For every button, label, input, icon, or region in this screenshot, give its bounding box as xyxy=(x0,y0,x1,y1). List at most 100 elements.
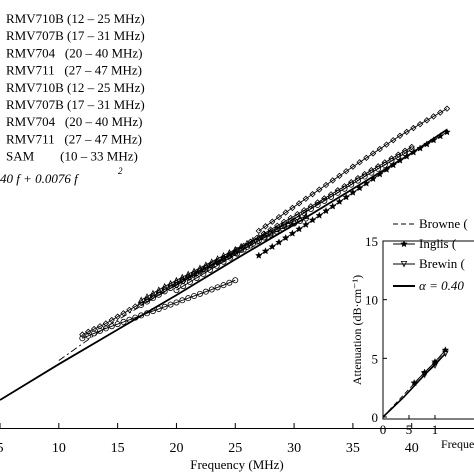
main-series-marker-3 xyxy=(363,154,370,162)
main-series-marker-5 xyxy=(149,295,156,302)
main-series-marker-2 xyxy=(227,250,234,258)
main-series-marker-7 xyxy=(349,188,357,196)
main-series-marker-6 xyxy=(334,189,341,196)
inset-y-tick-label: 15 xyxy=(365,234,378,249)
main-series-marker-4 xyxy=(232,277,239,284)
main-series-marker-5 xyxy=(161,288,168,295)
main-series-marker-2 xyxy=(274,222,281,229)
main-series-marker-3 xyxy=(255,227,262,235)
main-series-marker-7 xyxy=(275,238,283,246)
main-series-marker-6 xyxy=(361,173,368,180)
main-series-line-9 xyxy=(0,128,448,401)
main-series-marker-4 xyxy=(102,325,109,332)
main-series-marker-6 xyxy=(193,274,200,281)
inset-x-tick-label: 5 xyxy=(406,422,413,437)
main-series-marker-0 xyxy=(108,316,115,324)
main-series-marker-6 xyxy=(381,161,388,168)
main-series-marker-5 xyxy=(144,298,151,305)
main-series-marker-4 xyxy=(138,312,145,319)
main-series-marker-3 xyxy=(309,191,316,198)
main-series-marker-7 xyxy=(302,220,310,228)
main-series-marker-4 xyxy=(226,279,233,286)
main-series-marker-3 xyxy=(383,141,390,148)
inset-series-line-3 xyxy=(382,353,446,418)
main-series-marker-3 xyxy=(376,145,383,153)
main-series-marker-5 xyxy=(155,291,162,298)
main-series-marker-3 xyxy=(302,195,310,202)
main-series-marker-4 xyxy=(196,290,203,297)
main-series-marker-3 xyxy=(336,172,343,180)
main-series-marker-6 xyxy=(375,165,382,172)
main-series-marker-4 xyxy=(79,335,86,342)
main-series-marker-1 xyxy=(196,264,204,271)
main-series-marker-3 xyxy=(349,163,357,170)
main-series-marker-3 xyxy=(322,181,330,189)
main-x-tick-label: 5 xyxy=(0,441,4,456)
main-series-marker-3 xyxy=(390,137,397,144)
main-series-marker-6 xyxy=(307,205,314,212)
main-series-marker-6 xyxy=(321,197,328,204)
main-series-marker-4 xyxy=(96,327,103,334)
main-series-marker-4 xyxy=(208,286,215,293)
main-series-marker-7 xyxy=(268,242,276,250)
main-series-marker-6 xyxy=(354,177,361,184)
main-series-line-8 xyxy=(58,195,330,361)
main-series-marker-4 xyxy=(161,303,168,310)
equation-label: 40 f + 0.0076 f xyxy=(0,171,80,186)
main-series-marker-6 xyxy=(254,238,261,245)
inset-legend-marker xyxy=(400,240,408,248)
main-series-marker-4 xyxy=(214,284,221,291)
legend-entry: RMV710B (12 – 25 MHz) xyxy=(6,11,145,26)
main-series-marker-7 xyxy=(342,193,350,201)
main-series-marker-3 xyxy=(437,109,444,116)
inset-y-tick-label: 10 xyxy=(365,293,378,308)
main-series-marker-0 xyxy=(120,310,127,317)
main-x-tick-label: 35 xyxy=(346,441,360,456)
main-series-marker-3 xyxy=(410,124,417,132)
inset-legend-label: Inglis ( xyxy=(419,236,456,251)
main-series-marker-6 xyxy=(173,287,180,294)
inset-series-line-1 xyxy=(413,349,446,384)
legend-entry: RMV711 (27 – 47 MHz) xyxy=(6,131,142,146)
main-series-marker-3 xyxy=(289,204,296,212)
main-series-marker-4 xyxy=(120,318,127,325)
inset-series-marker-2 xyxy=(442,350,449,358)
inset-y-axis-label: Attenuation (dB·cm⁻¹) xyxy=(350,275,364,385)
main-series-marker-0 xyxy=(96,323,104,330)
main-series-marker-7 xyxy=(315,211,324,219)
main-series-marker-3 xyxy=(262,223,269,230)
inset-ticks: 0 5 10 15 0 5 1 xyxy=(365,234,438,437)
legend-entry: RMV704 (20 – 40 MHz) xyxy=(6,114,143,129)
main-series-marker-6 xyxy=(227,254,234,261)
main-x-axis-label: Frequency (MHz) xyxy=(190,457,284,472)
main-series-marker-5 xyxy=(138,301,145,308)
main-series-marker-0 xyxy=(167,282,174,290)
inset-x-tick-label: 1 xyxy=(432,422,439,437)
inset-legend: Browne ( Inglis ( Brewin ( α = 0.40 xyxy=(393,216,468,293)
main-series-marker-7 xyxy=(261,247,270,255)
main-x-tick-label: 15 xyxy=(111,441,125,456)
inset-legend-label: Browne ( xyxy=(419,216,468,231)
inset-y-tick-label: 0 xyxy=(372,410,379,425)
main-series-marker-3 xyxy=(423,117,431,124)
main-series-marker-3 xyxy=(282,209,289,216)
main-series-marker-4 xyxy=(202,288,209,295)
legend-entry: RMV710B (12 – 25 MHz) xyxy=(6,80,145,95)
main-series-group xyxy=(0,105,451,401)
main-series-marker-3 xyxy=(329,177,336,184)
main-series-marker-7 xyxy=(335,197,344,205)
main-series-line-3 xyxy=(258,108,448,232)
equation-superscript: 2 xyxy=(118,166,123,176)
inset-legend-label: Brewin ( xyxy=(419,256,465,271)
main-series-marker-6 xyxy=(240,246,247,253)
legend-entry: RMV704 (20 – 40 MHz) xyxy=(6,45,143,60)
inset-x-axis-label: Freque xyxy=(441,437,474,451)
main-series-line-4 xyxy=(82,279,236,339)
main-series-marker-3 xyxy=(430,113,437,120)
main-series-marker-4 xyxy=(114,321,121,328)
main-series-marker-7 xyxy=(329,202,337,210)
legend-entry: RMV707B (17 – 31 MHz) xyxy=(6,97,145,112)
inset-legend-label: α = 0.40 xyxy=(419,278,464,293)
main-legend: RMV710B (12 – 25 MHz) RMV707B (17 – 31 MH… xyxy=(6,11,145,164)
